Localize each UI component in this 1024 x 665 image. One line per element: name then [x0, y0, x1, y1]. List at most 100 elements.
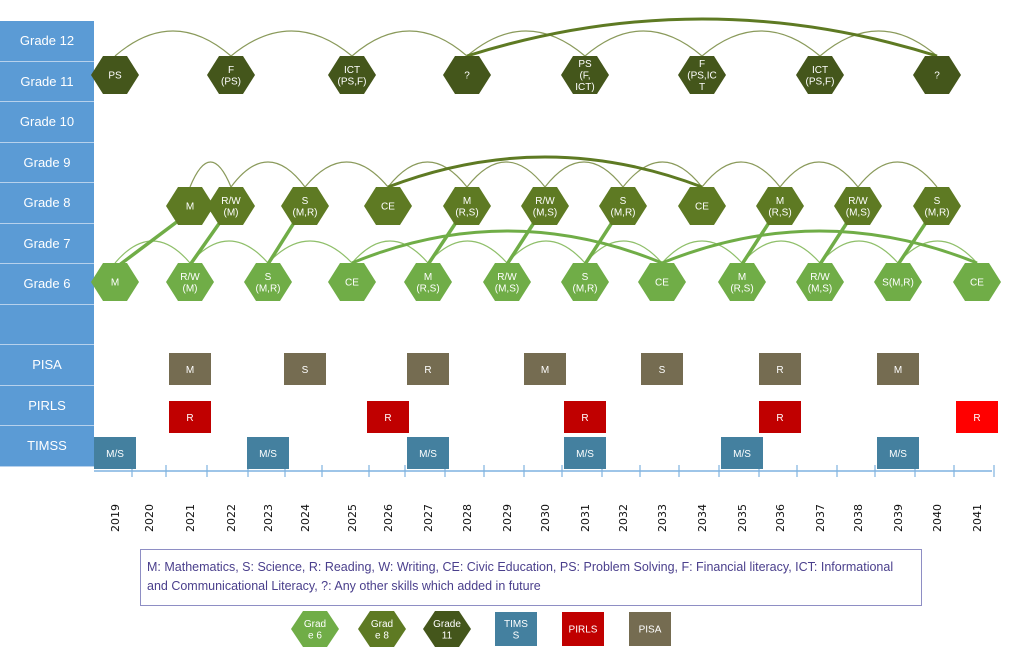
grade11-progression-arc — [230, 30, 353, 57]
grade6-skill-node: R/W(M) — [166, 263, 214, 301]
grade6-skill-node-shape — [166, 263, 214, 301]
legend-item-grade8: Grade 8 — [358, 611, 406, 647]
row-label-grade-10: Grade 10 — [0, 102, 94, 143]
pirls-assessment-label: R — [581, 413, 588, 424]
grade6-skill-node-label: S — [265, 272, 272, 283]
grade6-skill-node-shape — [483, 263, 531, 301]
grade6-skill-node-label: (M,R) — [256, 283, 281, 294]
row-label-grade-9: Grade 9 — [0, 142, 94, 183]
grade11-skill-node: F(PS,ICT — [678, 56, 726, 94]
grade8-skill-node-shape — [166, 187, 214, 225]
grade11-progression-arc — [819, 30, 938, 57]
grade8-progression-arc — [304, 161, 389, 188]
grade6-skill-node-shape — [638, 263, 686, 301]
grade6-skill-node-label: CE — [345, 278, 359, 289]
grade11-skill-node: ? — [443, 56, 491, 94]
row-label-grade-12: Grade 12 — [0, 21, 94, 62]
grade11-skill-node-shape — [328, 56, 376, 94]
pirls-assessment: R — [956, 401, 998, 433]
legend-label: e 6 — [308, 630, 322, 641]
grade8-skill-node: M(R,S) — [756, 187, 804, 225]
grade11-skill-node-label: ? — [934, 71, 940, 82]
grade11-progression-arc — [584, 30, 703, 57]
grade11-skill-node-label: ICT) — [575, 82, 594, 93]
pisa-assessment: M — [877, 353, 919, 385]
pirls-assessment-label: R — [384, 413, 391, 424]
grade6-skill-node-label: S — [582, 272, 589, 283]
pirls-assessment-label: R — [186, 413, 193, 424]
legend-label: PISA — [639, 625, 662, 636]
grade11-skill-node-label: ICT — [344, 65, 360, 76]
timss-assessment: M/S — [877, 437, 919, 469]
grade8-skill-node-label: S — [302, 196, 309, 207]
grade8-progression-arc — [189, 161, 232, 188]
grade6-skill-node-label: (M) — [183, 283, 198, 294]
legend-swatch — [495, 612, 537, 646]
grade11-skill-node: F(PS) — [207, 56, 255, 94]
grade11-progression-arc — [466, 30, 586, 57]
grade11-skill-node: PS — [91, 56, 139, 94]
grade6-skill-node: R/W(M,S) — [796, 263, 844, 301]
timss-assessment-box — [877, 437, 919, 469]
timss-assessment-box — [94, 437, 136, 469]
grade8-skill-node: R/W(M,S) — [521, 187, 569, 225]
grade6-skill-node-shape — [91, 263, 139, 301]
pisa-assessment: M — [169, 353, 211, 385]
grade8-skill-node-label: (M,R) — [293, 207, 318, 218]
grade6-skill-node-label: M — [424, 272, 432, 283]
grade6-skill-node-label: (M,S) — [495, 283, 519, 294]
year-label: 2031 — [579, 504, 592, 532]
grade8-progression-arc — [622, 161, 703, 188]
grade6-skill-node: M(R,S) — [404, 263, 452, 301]
grade6-skill-node-label: CE — [970, 278, 984, 289]
grade8-skill-node-label: M — [463, 196, 471, 207]
pisa-assessment-box — [877, 353, 919, 385]
grade11-skill-node: PS(F,ICT) — [561, 56, 609, 94]
legend-item-pisa: PISA — [629, 612, 671, 646]
row-label-pisa: PISA — [0, 345, 94, 386]
grade11-progression-arc — [701, 30, 821, 57]
grade11-skill-node: ICT(PS,F) — [796, 56, 844, 94]
grade8-skill-node-shape — [599, 187, 647, 225]
pirls-assessment-label: R — [973, 413, 980, 424]
timss-assessment: M/S — [247, 437, 289, 469]
pisa-assessment-label: R — [776, 365, 783, 376]
row-label-grade-6: Grade 6 — [0, 264, 94, 305]
grade6-skill-node-label: (M,R) — [573, 283, 598, 294]
grade6-skill-node-shape — [244, 263, 292, 301]
grade8-skill-node-label: (M,R) — [611, 207, 636, 218]
grade6-skill-node-label: M — [111, 278, 119, 289]
grade6-civic-arc — [661, 229, 978, 265]
grade6-skill-node-label: R/W — [810, 272, 830, 283]
pisa-assessment: S — [284, 353, 326, 385]
grade6-skill-node-label: R/W — [497, 272, 517, 283]
grade6-skill-node-shape — [404, 263, 452, 301]
grade6-skill-node-label: R/W — [180, 272, 200, 283]
grade11-skill-node-shape — [91, 56, 139, 94]
timss-assessment: M/S — [94, 437, 136, 469]
grade8-skill-node-shape — [521, 187, 569, 225]
grade8-skill-node: S(M,R) — [281, 187, 329, 225]
grade8-skill-node-label: M — [776, 196, 784, 207]
pirls-assessment-box — [759, 401, 801, 433]
pisa-assessment-box — [759, 353, 801, 385]
pisa-assessment-label: S — [659, 365, 666, 376]
grade11-skill-node-label: PS — [108, 71, 122, 82]
timss-assessment: M/S — [721, 437, 763, 469]
grade8-skill-node-label: R/W — [848, 196, 868, 207]
row-label-blank — [0, 304, 94, 345]
pirls-assessment: R — [169, 401, 211, 433]
grade11-skill-node-shape — [443, 56, 491, 94]
year-label: 2030 — [539, 504, 552, 532]
legend-label: 11 — [442, 630, 453, 641]
timss-assessment: M/S — [407, 437, 449, 469]
grade8-skill-node: CE — [678, 187, 726, 225]
pirls-assessment-box — [956, 401, 998, 433]
grade8-skill-node-label: (M,R) — [925, 207, 950, 218]
grade11-skill-node-label: T — [699, 82, 705, 93]
row-label-grade-8: Grade 8 — [0, 183, 94, 224]
pisa-assessment: R — [759, 353, 801, 385]
grade11-skill-node-shape — [796, 56, 844, 94]
pisa-assessment-box — [169, 353, 211, 385]
